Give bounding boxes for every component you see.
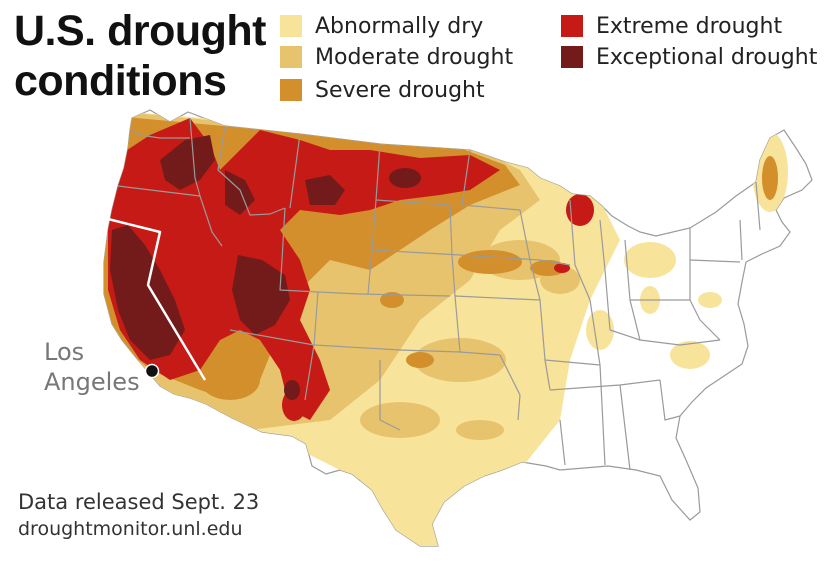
legend-label: Severe drought [315, 77, 485, 103]
legend-item-severe-drought: Severe drought [280, 77, 485, 103]
legend-item-moderate-drought: Moderate drought [280, 44, 513, 70]
moderate-drought-swatch [280, 46, 302, 68]
los-angeles-marker [144, 363, 160, 379]
state-borders [117, 117, 761, 471]
title-line-2: conditions [14, 57, 227, 105]
extreme-drought-swatch [561, 15, 583, 37]
legend-label: Abnormally dry [315, 13, 484, 39]
legend-label: Exceptional drought [596, 44, 818, 70]
los-angeles-label: Los Angeles [44, 337, 140, 397]
severe-drought-swatch [280, 79, 302, 101]
legend-label: Extreme drought [596, 13, 783, 39]
city-label-line-1: Los [44, 338, 85, 366]
source-credit: droughtmonitor.unl.edu [18, 518, 243, 540]
drought-layers [104, 110, 788, 546]
title-line-1: U.S. drought [14, 7, 266, 55]
exceptional-drought-swatch [561, 46, 583, 68]
legend-item-extreme-drought: Extreme drought [561, 13, 782, 39]
california-border [103, 216, 207, 381]
data-release-note: Data released Sept. 23 [18, 490, 260, 514]
legend-item-abnormally-dry: Abnormally dry [280, 13, 483, 39]
city-label-line-2: Angeles [44, 368, 140, 396]
page-title: U.S. drought conditions [14, 6, 266, 106]
abnormally-dry-swatch [280, 15, 302, 37]
legend-label: Moderate drought [315, 44, 514, 70]
exceptional-drought-areas [110, 135, 421, 400]
legend-item-exceptional-drought: Exceptional drought [561, 44, 817, 70]
